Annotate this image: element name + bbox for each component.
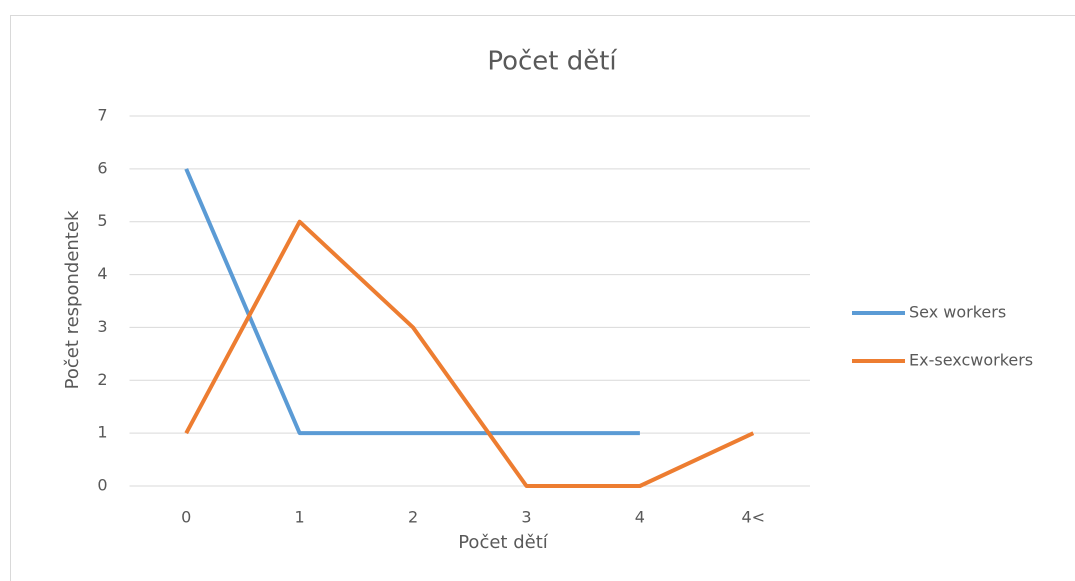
chart-border [10,15,1075,581]
y-tick-label: 0 [97,476,107,495]
x-tick-label: 2 [408,508,418,527]
y-tick-label: 5 [97,211,107,230]
x-axis-label: Počet dětí [458,532,549,553]
series-line [184,219,755,488]
legend-label: Sex workers [909,303,1006,322]
x-tick-label: 4 [635,508,645,527]
x-tick-label: 4< [741,508,765,527]
legend-label: Ex-sexcworkers [909,351,1033,370]
chart-title: Počet dětí [487,47,617,77]
x-tick-label: 1 [295,508,305,527]
y-tick-label: 6 [97,158,107,177]
y-tick-label: 3 [97,317,107,336]
x-tick-label: 3 [521,508,531,527]
y-tick-label: 2 [97,370,107,389]
y-tick-label: 7 [97,106,107,125]
y-tick-label: 1 [97,423,107,442]
y-axis-label: Počet respondentek [62,210,83,389]
y-tick-label: 4 [97,264,107,283]
x-tick-label: 0 [181,508,191,527]
series-line [184,168,640,436]
